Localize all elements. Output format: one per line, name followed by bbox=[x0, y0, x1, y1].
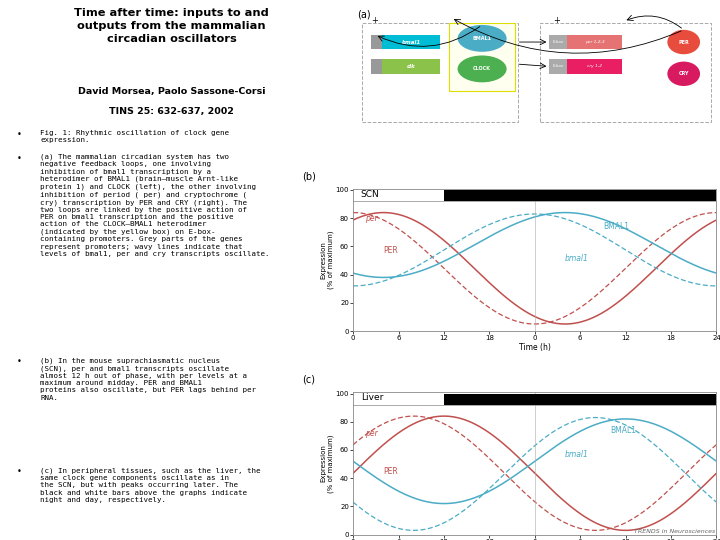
Text: Liver: Liver bbox=[361, 393, 383, 402]
Text: per 1,2,3: per 1,2,3 bbox=[585, 40, 605, 44]
Text: +: + bbox=[553, 16, 560, 24]
Text: bmal1: bmal1 bbox=[565, 253, 589, 262]
Text: CLOCK: CLOCK bbox=[473, 66, 491, 71]
Text: PER: PER bbox=[384, 467, 398, 476]
Text: TRENDS in Neurosciences: TRENDS in Neurosciences bbox=[634, 529, 715, 534]
Bar bbox=[353, 394, 716, 405]
Text: •: • bbox=[17, 468, 22, 476]
Text: Time after time: inputs to and
outputs from the mammalian
circadian oscillators: Time after time: inputs to and outputs f… bbox=[74, 8, 269, 44]
Text: (b): (b) bbox=[302, 172, 316, 181]
Text: (c): (c) bbox=[302, 375, 315, 385]
FancyBboxPatch shape bbox=[372, 35, 382, 49]
Text: SCN: SCN bbox=[361, 190, 379, 199]
FancyBboxPatch shape bbox=[540, 23, 711, 122]
Text: Fig. 1: Rhythmic oscillation of clock gene
expression.: Fig. 1: Rhythmic oscillation of clock ge… bbox=[40, 130, 229, 143]
Bar bbox=[626, 190, 716, 201]
Text: cry 1,2: cry 1,2 bbox=[588, 64, 602, 69]
Bar bbox=[626, 394, 716, 405]
Text: BMAL1: BMAL1 bbox=[472, 36, 492, 41]
Text: PER: PER bbox=[384, 246, 398, 255]
Ellipse shape bbox=[667, 30, 700, 54]
Text: (a): (a) bbox=[357, 9, 370, 19]
FancyBboxPatch shape bbox=[372, 59, 382, 74]
Text: per: per bbox=[365, 429, 378, 438]
Text: PER: PER bbox=[678, 39, 689, 44]
Text: David Morsea, Paolo Sassone-Corsi: David Morsea, Paolo Sassone-Corsi bbox=[78, 87, 265, 97]
Text: •: • bbox=[17, 130, 22, 139]
FancyBboxPatch shape bbox=[382, 59, 441, 74]
Ellipse shape bbox=[458, 56, 507, 82]
X-axis label: Time (h): Time (h) bbox=[519, 342, 551, 352]
Text: per: per bbox=[365, 214, 378, 223]
Text: E-box: E-box bbox=[553, 40, 564, 44]
Text: bmal1: bmal1 bbox=[565, 450, 589, 459]
Bar bbox=[444, 190, 626, 201]
Bar bbox=[444, 394, 626, 405]
Text: BMAL1: BMAL1 bbox=[603, 222, 629, 232]
Text: (a) The mammalian circadian system has two
negative feedback loops, one involvin: (a) The mammalian circadian system has t… bbox=[40, 153, 269, 257]
Text: (b) In the mouse suprachiasmatic nucleus
(SCN), per and bmal1 transcripts oscill: (b) In the mouse suprachiasmatic nucleus… bbox=[40, 357, 256, 401]
FancyBboxPatch shape bbox=[567, 35, 622, 49]
Ellipse shape bbox=[458, 25, 507, 52]
Text: E-box: E-box bbox=[553, 64, 564, 69]
FancyBboxPatch shape bbox=[382, 35, 441, 49]
FancyBboxPatch shape bbox=[567, 59, 622, 74]
Y-axis label: Expression
(% of maximum): Expression (% of maximum) bbox=[320, 231, 334, 289]
Text: (c) In peripheral tissues, such as the liver, the
same clock gene components osc: (c) In peripheral tissues, such as the l… bbox=[40, 468, 261, 503]
Bar bbox=[353, 190, 716, 201]
FancyBboxPatch shape bbox=[362, 23, 518, 122]
Text: BMAL1: BMAL1 bbox=[611, 426, 636, 435]
Text: bmal1: bmal1 bbox=[402, 39, 421, 44]
Text: •: • bbox=[17, 153, 22, 163]
Text: •: • bbox=[17, 357, 22, 366]
Text: CRY: CRY bbox=[678, 71, 689, 76]
Text: TINS 25: 632-637, 2002: TINS 25: 632-637, 2002 bbox=[109, 107, 234, 116]
Ellipse shape bbox=[667, 62, 700, 86]
Text: +: + bbox=[372, 16, 379, 24]
FancyBboxPatch shape bbox=[549, 59, 567, 74]
FancyBboxPatch shape bbox=[549, 35, 567, 49]
Text: clk: clk bbox=[407, 64, 415, 69]
FancyBboxPatch shape bbox=[449, 23, 515, 91]
Y-axis label: Expression
(% of maximum): Expression (% of maximum) bbox=[320, 434, 334, 492]
